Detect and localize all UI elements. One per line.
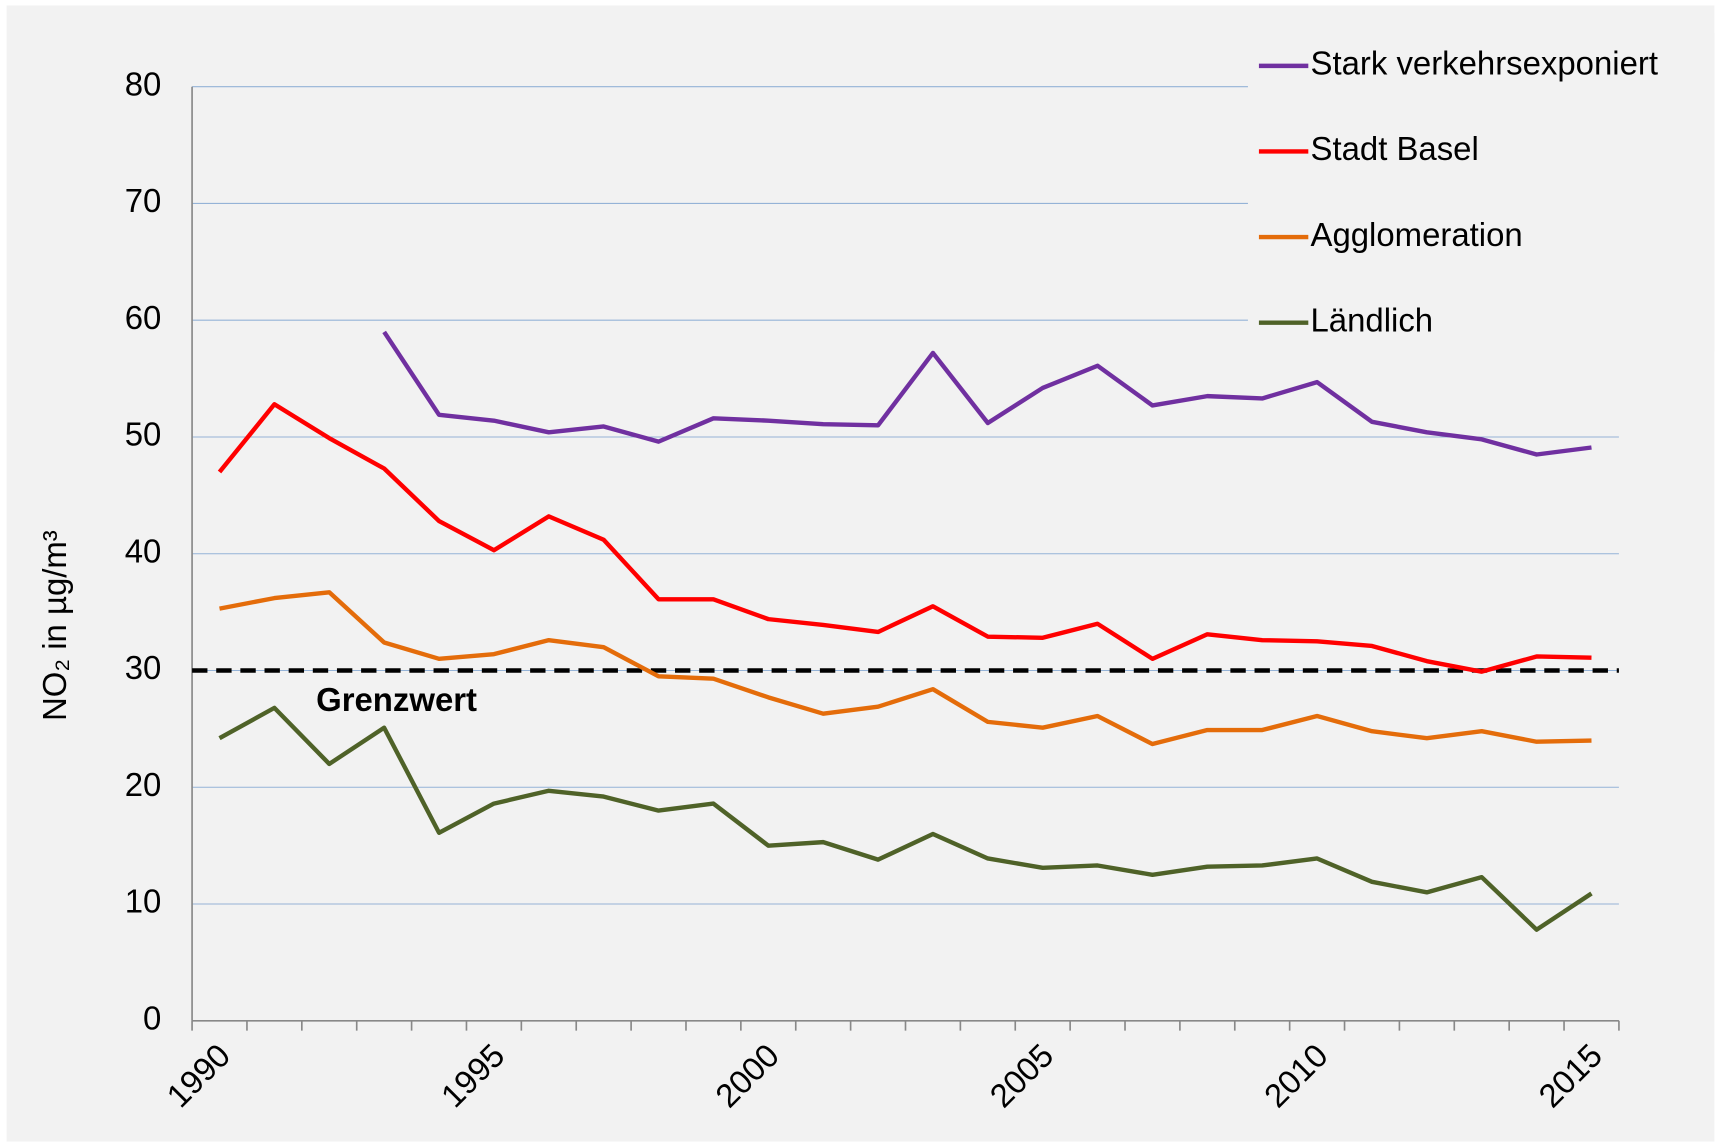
y-tick-label: 50 <box>125 416 162 453</box>
reference-label: Grenzwert <box>316 681 477 718</box>
y-tick-label: 30 <box>125 649 162 686</box>
legend-background <box>1247 32 1715 352</box>
y-tick-label: 70 <box>125 182 162 219</box>
legend-label: Agglomeration <box>1311 216 1523 253</box>
y-axis-label: NO₂ in µg/m³ <box>36 530 73 721</box>
series-line <box>382 330 1592 457</box>
legend-label: Stadt Basel <box>1311 130 1479 167</box>
series-line <box>219 590 1592 747</box>
legend-label: Stark verkehrsexponiert <box>1311 45 1659 82</box>
y-tick-label: 80 <box>125 65 162 102</box>
y-tick-label: 40 <box>125 532 162 569</box>
y-tick-label: 10 <box>125 883 162 920</box>
y-tick-label: 60 <box>125 299 162 336</box>
series-line <box>217 402 1592 674</box>
series-line <box>218 705 1593 932</box>
y-tick-label: 0 <box>143 999 161 1036</box>
legend-label: Ländlich <box>1311 301 1434 338</box>
y-tick-label: 20 <box>125 766 162 803</box>
